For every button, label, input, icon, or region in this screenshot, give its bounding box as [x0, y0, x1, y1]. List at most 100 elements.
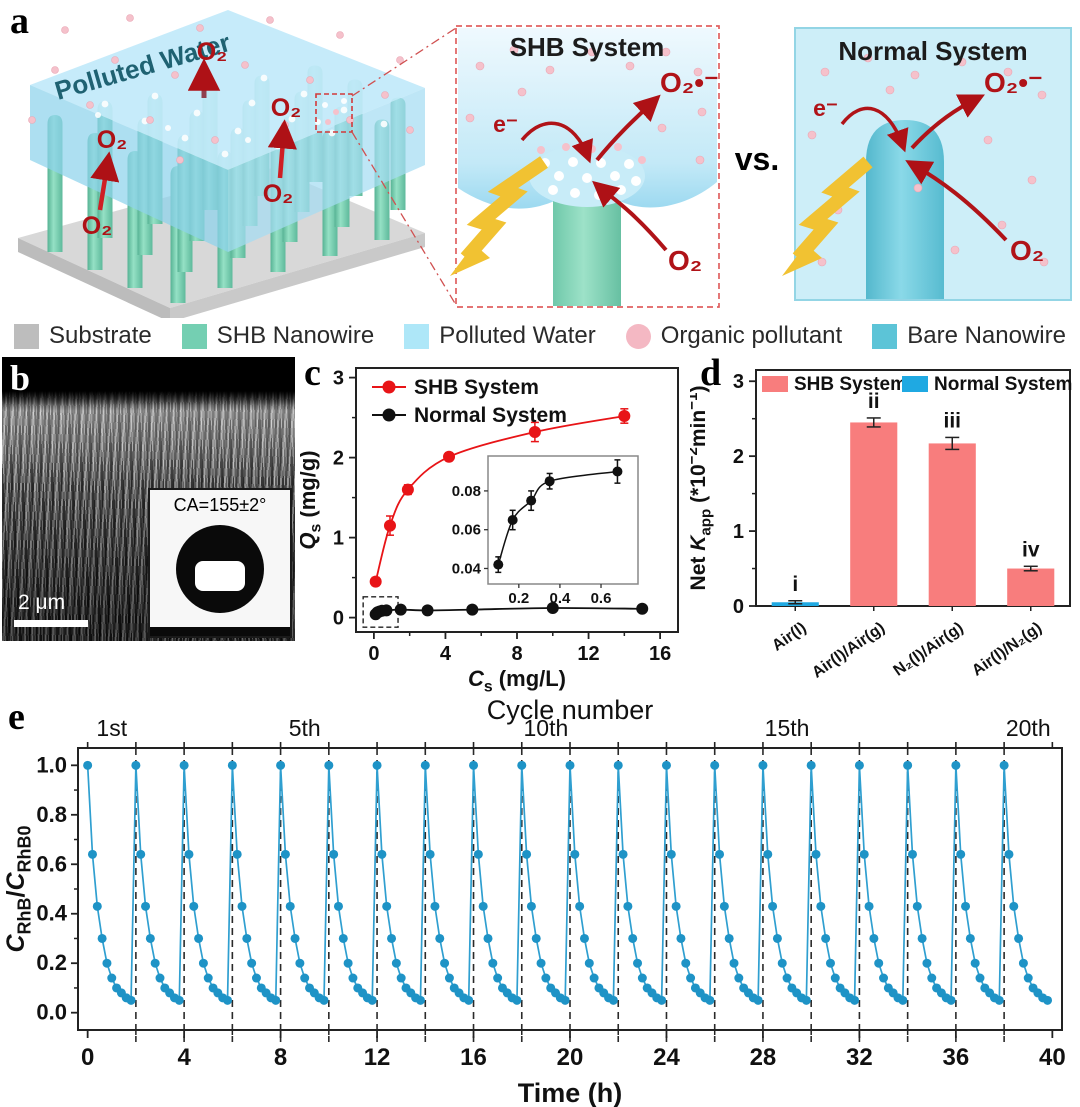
svg-text:16: 16 [460, 1044, 487, 1071]
svg-text:SHB System: SHB System [414, 376, 539, 399]
svg-text:Time (h): Time (h) [518, 1078, 623, 1107]
o2-label: O₂ [263, 180, 294, 208]
droplet-highlight [195, 560, 245, 591]
water-slab [30, 10, 425, 252]
substrate-swatch [14, 323, 39, 349]
legend-item-organic-pollutant: Organic pollutant [625, 322, 843, 350]
svg-text:Normal System: Normal System [934, 374, 1072, 395]
figure-legend: Substrate SHB Nanowire Polluted Water Or… [0, 318, 1080, 354]
panel-d-letter: d [700, 352, 722, 394]
svg-text:8: 8 [511, 643, 522, 665]
svg-text:3: 3 [733, 371, 744, 393]
svg-text:10th: 10th [523, 715, 568, 741]
svg-text:Net Kapp (*10−2min−1): Net Kapp (*10−2min−1) [690, 386, 714, 591]
svg-text:3: 3 [333, 368, 344, 390]
legend-label: Organic pollutant [660, 322, 843, 349]
svg-text:0.06: 0.06 [452, 522, 481, 539]
electron-arrow [840, 106, 909, 153]
o2-label: O₂ [197, 38, 228, 66]
svg-text:Air(l)/Air(g): Air(l)/Air(g) [809, 619, 888, 681]
svg-text:Air(l)/N₂(g): Air(l)/N₂(g) [969, 619, 1045, 679]
svg-text:Qs (mg/g): Qs (mg/g) [300, 450, 325, 549]
panel-e-letter: e [8, 696, 25, 738]
svg-text:1.0: 1.0 [36, 752, 67, 777]
oxygen-arrow [592, 180, 668, 252]
panel-c-letter: c [304, 352, 321, 394]
legend-item-bare-nanowire: Bare Nanowire [872, 322, 1066, 350]
polluted-water-swatch [404, 323, 430, 349]
svg-text:40: 40 [1039, 1044, 1066, 1071]
svg-text:32: 32 [846, 1044, 873, 1071]
o2-label: O₂ [1010, 235, 1044, 266]
svg-text:N₂(l)/Air(g): N₂(l)/Air(g) [891, 619, 967, 679]
legend-item-polluted-water: Polluted Water [404, 322, 596, 350]
o2-label: O₂ [271, 94, 302, 122]
legend-item-shb-nanowire: SHB Nanowire [181, 322, 375, 350]
svg-text:Normal System: Normal System [414, 404, 567, 427]
svg-text:0.2: 0.2 [508, 590, 529, 607]
panel-a-illustration: Polluted Water O₂ O₂ O₂ O₂ O₂ [18, 10, 1072, 318]
shb-water [458, 28, 717, 209]
svg-text:0: 0 [81, 1044, 94, 1071]
droplet-substrate-line [150, 627, 290, 636]
svg-text:i: i [792, 573, 798, 596]
svg-text:20: 20 [557, 1044, 584, 1071]
svg-text:12: 12 [577, 643, 599, 665]
scale-bar [14, 620, 88, 627]
svg-text:0.04: 0.04 [452, 560, 482, 577]
svg-text:0.2: 0.2 [36, 950, 67, 975]
contact-angle-inset: CA=155±2° [148, 488, 292, 638]
svg-text:12: 12 [364, 1044, 391, 1071]
oxygen-arrow [905, 160, 1008, 242]
panel-b-letter: b [10, 358, 31, 398]
svg-text:0: 0 [333, 608, 344, 630]
svg-text:1st: 1st [96, 715, 127, 741]
o2-label: O₂ [668, 245, 702, 276]
legend-label: Substrate [49, 322, 152, 349]
legend-item-substrate: Substrate [14, 322, 152, 350]
svg-text:2: 2 [733, 446, 744, 468]
svg-text:16: 16 [649, 643, 671, 665]
panel-d-chart: 0 1 2 3 i Air(l) ii Air(l)/Air(g) iii N₂(l)/Air(g… [690, 369, 1072, 682]
lightning-icon [450, 156, 548, 276]
svg-text:36: 36 [943, 1044, 970, 1071]
svg-text:0: 0 [368, 643, 379, 665]
svg-text:0.6: 0.6 [591, 590, 612, 607]
svg-text:CRhB/CRhB0: CRhB/CRhB0 [2, 825, 35, 952]
vs-label: vs. [735, 141, 779, 177]
electron-label: e⁻ [493, 111, 518, 137]
superoxide-label: O₂•⁻ [660, 67, 719, 98]
legend-label: SHB Nanowire [216, 322, 375, 349]
sample-zoom-box [315, 27, 457, 306]
svg-text:0.4: 0.4 [36, 901, 67, 926]
lightning-icon [782, 156, 873, 276]
svg-text:0.0: 0.0 [36, 1000, 67, 1025]
shb-system-title: SHB System [510, 32, 665, 62]
svg-text:1: 1 [733, 521, 744, 543]
water-droplet [176, 524, 264, 613]
svg-text:Cycle number: Cycle number [487, 695, 654, 725]
shb-system-box: e⁻ O₂•⁻ O₂ SHB System [450, 25, 720, 308]
svg-text:4: 4 [440, 643, 452, 665]
legend-label: Polluted Water [439, 322, 596, 349]
svg-text:0.08: 0.08 [452, 483, 481, 500]
svg-text:ii: ii [868, 390, 880, 413]
svg-text:15th: 15th [765, 715, 810, 741]
contact-angle-value: CA=155±2° [173, 495, 267, 515]
pollutant-dots-left [28, 14, 414, 164]
organic-pollutant-swatch [625, 323, 651, 349]
panel-a-letter: a [10, 0, 29, 42]
svg-text:iii: iii [943, 409, 961, 432]
svg-text:2: 2 [333, 448, 344, 470]
bare-nanowire-pillar [866, 120, 944, 299]
superoxide-arrow [595, 94, 661, 162]
svg-text:20th: 20th [1006, 715, 1051, 741]
o2-rising-arrows: O₂ O₂ O₂ O₂ O₂ [82, 38, 302, 240]
normal-system-title: Normal System [838, 36, 1027, 66]
legend-label: Bare Nanowire [907, 322, 1066, 349]
svg-text:Air(l): Air(l) [769, 619, 809, 654]
svg-text:5th: 5th [289, 715, 321, 741]
normal-pollutant-dots [807, 53, 1049, 267]
